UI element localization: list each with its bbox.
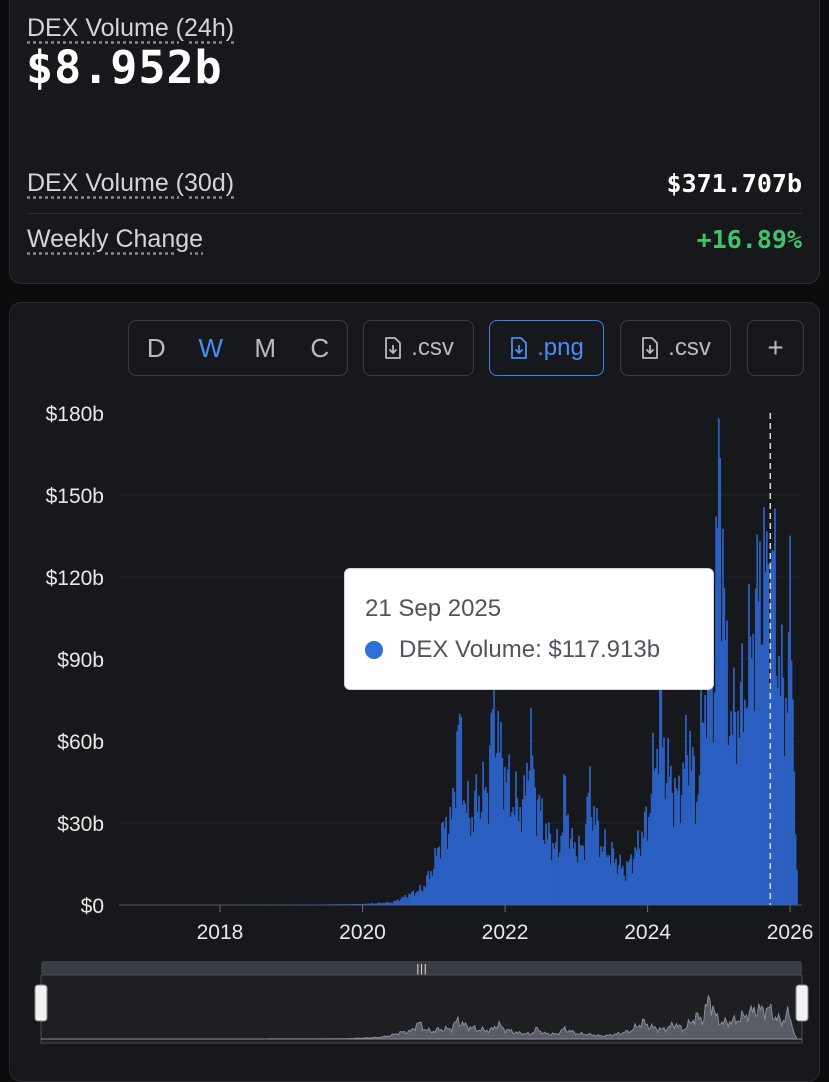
volume-24h-label[interactable]: DEX Volume (24h)	[27, 14, 234, 43]
scrollbar-grip-icon: |||	[416, 962, 427, 975]
x-tick-label: 2018	[197, 921, 244, 944]
x-tick-label: 2026	[767, 921, 814, 944]
navigator-handle-right	[796, 985, 808, 1021]
y-tick-label: $0	[81, 895, 104, 918]
chart-tooltip: 21 Sep 2025 DEX Volume: $117.913b	[344, 568, 714, 690]
x-tick-label: 2020	[339, 921, 386, 944]
volume-bar	[796, 870, 798, 905]
stats-card: DEX Volume (24h) $8.952b DEX Volume (30d…	[9, 0, 820, 284]
volume-30d-value: $371.707b	[667, 169, 802, 198]
stats-divider	[27, 213, 802, 214]
weekly-change-label[interactable]: Weekly Change	[27, 225, 203, 254]
x-tick-label: 2022	[482, 921, 529, 944]
range-navigator[interactable]: |||	[35, 961, 808, 1043]
y-tick-label: $90b	[57, 649, 104, 672]
y-tick-label: $60b	[57, 731, 104, 754]
y-axis: $0 $30b $60b $90b $120b $150b $180b	[46, 403, 104, 918]
navigator-handle-left	[35, 985, 47, 1021]
volume-24h-value: $8.952b	[26, 41, 223, 94]
y-tick-label: $120b	[46, 567, 104, 590]
x-axis: 2018 2020 2022 2024 2026	[197, 905, 814, 944]
volume-30d-label[interactable]: DEX Volume (30d)	[27, 169, 234, 198]
y-tick-label: $150b	[46, 485, 104, 508]
series-color-dot	[365, 641, 383, 659]
weekly-change-value: +16.89%	[697, 225, 802, 254]
y-tick-label: $180b	[46, 403, 104, 426]
y-tick-label: $30b	[57, 813, 104, 836]
tooltip-series-value: DEX Volume: $117.913b	[399, 636, 660, 664]
tooltip-series-row: DEX Volume: $117.913b	[365, 636, 660, 664]
x-tick-label: 2024	[624, 921, 671, 944]
chart-card: D W M C .csv .png .csv + $0$30b$60b$90b$…	[9, 302, 820, 1082]
tooltip-date: 21 Sep 2025	[365, 595, 501, 623]
